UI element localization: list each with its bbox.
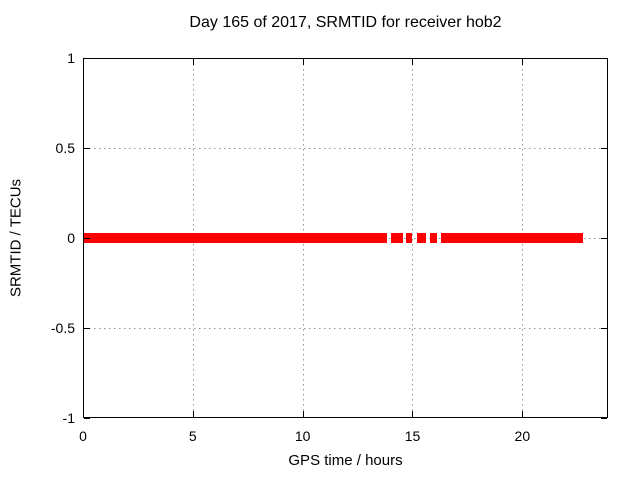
x-tick-mark (302, 411, 304, 417)
y-gridline (84, 148, 607, 149)
y-tick-mark (601, 238, 607, 239)
x-tick-mark (522, 59, 524, 65)
y-tick-label: 0.5 (55, 140, 75, 156)
y-tick-label: -1 (62, 410, 75, 426)
x-tick-label: 5 (188, 428, 197, 444)
y-tick-mark (84, 148, 90, 149)
y-tick-mark (84, 58, 90, 59)
data-band-segment (416, 232, 426, 244)
y-tick-label: 0 (67, 230, 75, 246)
chart-title: Day 165 of 2017, SRMTID for receiver hob… (189, 14, 502, 31)
y-tick-mark (601, 58, 607, 59)
x-tick-mark (412, 59, 414, 65)
data-band-segment (441, 232, 583, 244)
x-axis-label: GPS time / hours (288, 452, 403, 469)
data-band-segment (390, 232, 403, 244)
x-tick-mark (412, 411, 414, 417)
x-tick-mark (192, 411, 194, 417)
y-tick-mark (601, 148, 607, 149)
data-band-segment (405, 232, 413, 244)
x-tick-mark (83, 411, 84, 417)
x-tick-mark (192, 59, 194, 65)
x-tick-label: 0 (79, 428, 87, 444)
x-tick-label: 20 (514, 428, 531, 444)
y-tick-label: 1 (67, 50, 75, 66)
x-tick-label: 15 (404, 428, 421, 444)
x-tick-label: 10 (294, 428, 311, 444)
y-tick-mark (84, 328, 90, 329)
data-band-segment (430, 232, 437, 244)
plot-area (83, 58, 608, 419)
data-band-segment (84, 232, 388, 244)
x-tick-mark (522, 411, 524, 417)
y-gridline (84, 328, 607, 329)
y-tick-mark (601, 418, 607, 419)
x-tick-mark (302, 59, 304, 65)
y-tick-label: -0.5 (50, 320, 75, 336)
y-tick-mark (84, 418, 90, 419)
y-tick-mark (601, 328, 607, 329)
x-tick-mark (83, 59, 84, 65)
y-tick-mark (84, 238, 90, 239)
